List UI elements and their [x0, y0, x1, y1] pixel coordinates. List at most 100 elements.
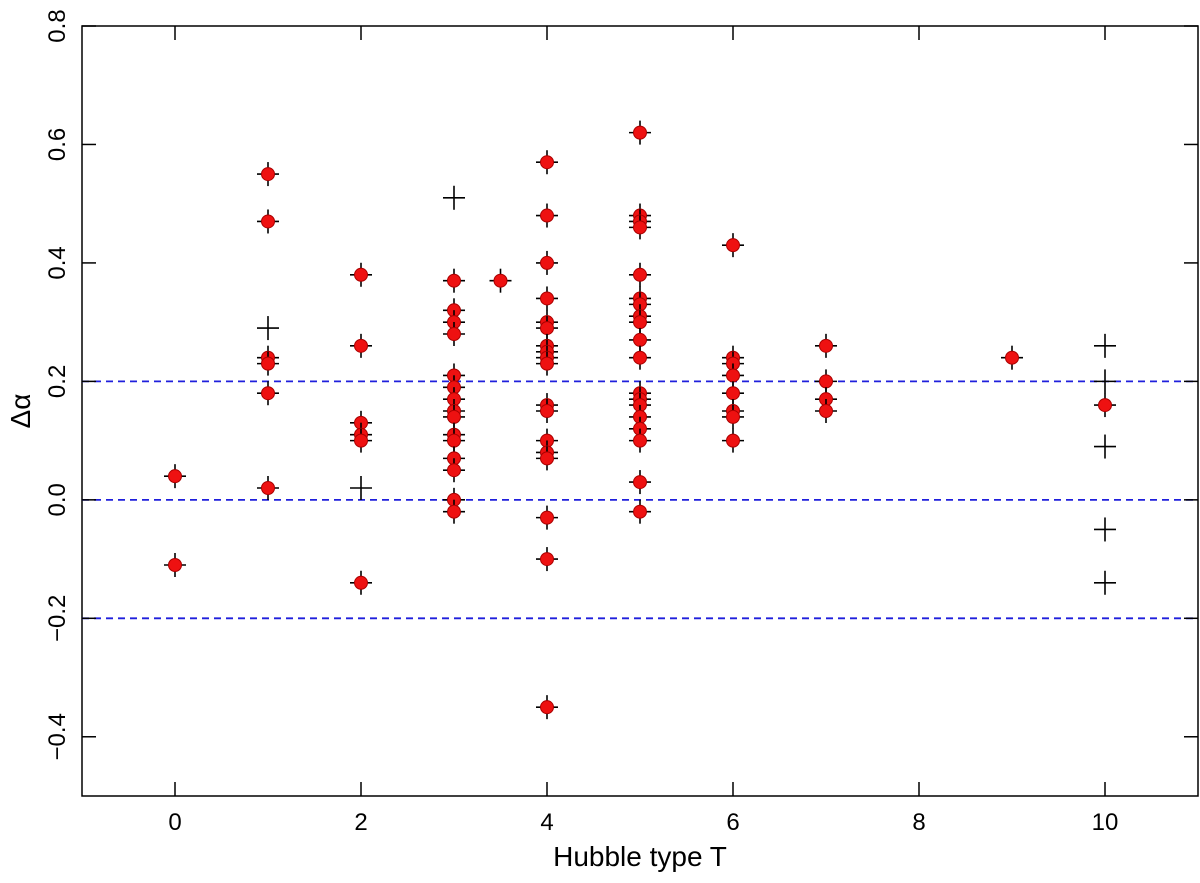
x-axis-title: Hubble type T [553, 841, 727, 872]
data-point [536, 695, 558, 720]
point-dot [726, 433, 740, 448]
data-point [257, 381, 279, 406]
data-point [536, 286, 558, 311]
point-dot [261, 481, 275, 495]
data-point [629, 470, 651, 495]
data-point [629, 327, 651, 352]
data-point-cross [1094, 570, 1116, 595]
data-point [443, 268, 465, 293]
data-point-cross [350, 476, 372, 500]
x-axis-ticks: 0 2 4 6 8 10 [168, 26, 1118, 836]
data-point [815, 399, 837, 423]
point-dot [540, 552, 554, 567]
point-dot [354, 338, 368, 353]
data-point [489, 268, 512, 293]
point-dot [633, 332, 647, 347]
point-dot [261, 167, 275, 182]
data-point [536, 505, 558, 530]
point-dot [447, 409, 461, 424]
x-tick-label: 10 [1092, 809, 1119, 836]
point-dot [633, 220, 647, 235]
data-point [629, 428, 651, 453]
data-point [629, 215, 651, 240]
data-point [536, 351, 558, 376]
y-tick-label: 0.2 [44, 365, 71, 398]
data-point [629, 262, 651, 287]
data-point [257, 476, 279, 500]
data-point [1094, 393, 1116, 418]
point-dot [633, 267, 647, 282]
point-dot [726, 409, 740, 424]
point-dot [633, 315, 647, 330]
data-point [536, 250, 558, 275]
x-tick-label: 0 [168, 809, 181, 836]
point-dot [819, 374, 833, 389]
point-dot [168, 558, 182, 572]
y-tick-label: −0.2 [44, 595, 71, 642]
data-point [536, 547, 558, 572]
y-axis-ticks: −0.4 −0.2 0.0 0.2 0.4 0.6 0.8 [44, 9, 1198, 760]
point-dot [1005, 350, 1019, 365]
point-dot [354, 433, 368, 448]
y-tick-label: 0.0 [44, 483, 71, 516]
data-point [443, 499, 465, 524]
point-dot [540, 255, 554, 270]
data-point [350, 262, 372, 287]
data-point [443, 458, 465, 483]
data-point [350, 428, 372, 453]
point-dot [819, 404, 833, 418]
data-point [536, 446, 558, 471]
point-dot [354, 575, 368, 590]
data-point [722, 404, 744, 429]
point-dot [540, 404, 554, 418]
point-dot [493, 273, 508, 288]
point-dot [633, 475, 647, 490]
point-dot [261, 214, 275, 229]
x-tick-label: 6 [726, 809, 739, 836]
point-dot [354, 267, 368, 282]
data-point [536, 203, 558, 228]
point-dot [540, 155, 554, 170]
data-point [350, 333, 372, 358]
y-tick-label: 0.4 [44, 246, 71, 279]
x-tick-label: 4 [540, 809, 553, 836]
point-dot [540, 208, 554, 223]
plot-frame [81, 25, 1199, 797]
data-point-cross [1094, 434, 1116, 459]
x-tick-label: 8 [912, 809, 925, 836]
point-dot [447, 504, 461, 519]
point-dot [1098, 398, 1112, 413]
data-points [164, 120, 1116, 720]
data-point [629, 499, 651, 524]
data-point-cross [1094, 333, 1116, 358]
point-dot [540, 451, 554, 466]
data-point [443, 428, 465, 453]
point-dot [540, 510, 554, 525]
data-point [257, 351, 279, 376]
data-point [629, 120, 651, 145]
y-tick-label: 0.6 [44, 128, 71, 161]
point-dot [819, 338, 833, 353]
data-point [257, 209, 279, 234]
data-point [722, 428, 744, 453]
point-dot [540, 700, 554, 715]
data-point [164, 464, 186, 489]
point-dot [540, 321, 554, 336]
data-point [350, 570, 372, 595]
point-dot [726, 238, 740, 253]
point-dot [447, 327, 461, 341]
data-point-cross [257, 316, 279, 341]
data-point [164, 553, 186, 577]
point-dot [540, 291, 554, 306]
point-dot [447, 463, 461, 478]
x-tick-label: 2 [354, 809, 367, 836]
data-point [815, 333, 837, 358]
data-point [536, 399, 558, 423]
point-dot [447, 433, 461, 448]
y-axis-title: Δα [5, 394, 36, 429]
data-point [257, 162, 279, 187]
point-dot [261, 356, 275, 371]
data-point [722, 233, 744, 258]
data-point-cross [1094, 517, 1116, 542]
